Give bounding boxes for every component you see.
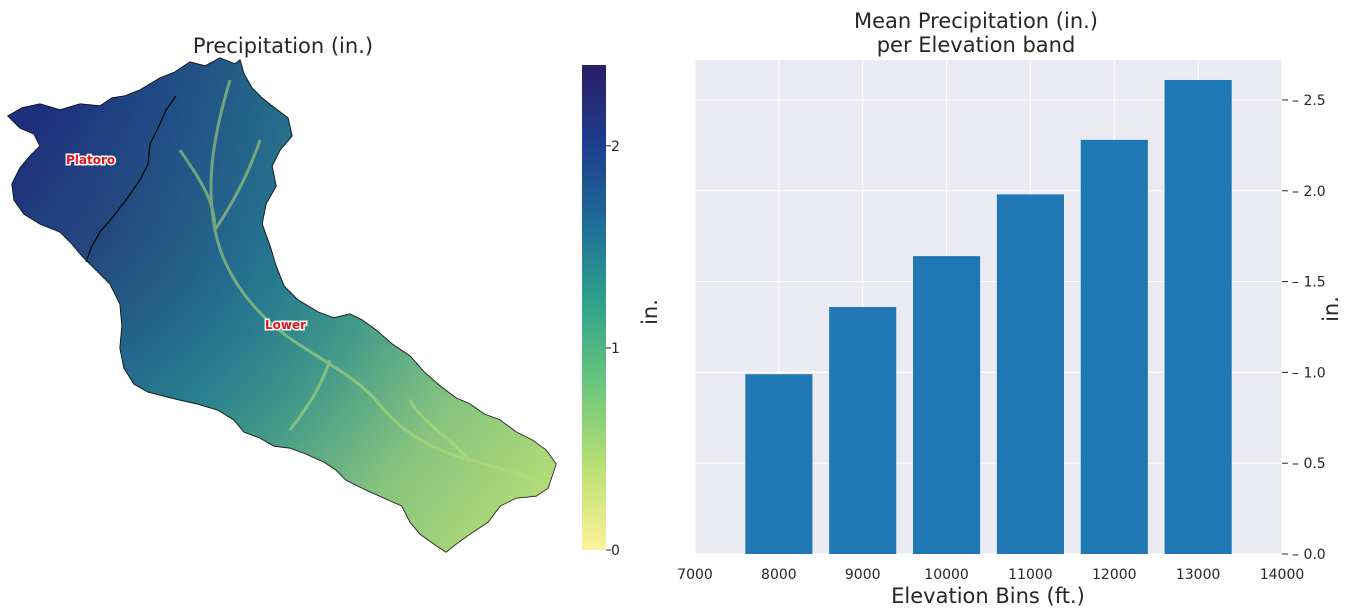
chart-title-line1: Mean Precipitation (in.) (854, 9, 1098, 33)
colorbar-ticks: 0 1 2 (606, 139, 620, 559)
map-title: Precipitation (in.) (193, 34, 373, 58)
bar-8000 (745, 374, 813, 554)
x-tick-label: 10000 (924, 567, 969, 583)
basin-label-platoro: Platoro (66, 153, 115, 167)
x-tick-labels: 7000 8000 9000 10000 11000 12000 13000 14000 (677, 567, 1304, 583)
y-tick-label: – 1.5 (1292, 275, 1326, 291)
bars (745, 79, 1232, 555)
y-tick-label: – 0.5 (1292, 456, 1326, 472)
y-tick-label: – 2.0 (1292, 184, 1326, 200)
bar-12000 (1080, 139, 1148, 555)
x-tick-label: 8000 (761, 567, 797, 583)
y-axis-label: in. (1319, 296, 1343, 322)
subbasin-boundary (85, 95, 177, 263)
y-tick-label: – 0.0 (1292, 547, 1326, 563)
x-tick-label: 14000 (1260, 567, 1305, 583)
y-tick-label: – 2.5 (1292, 93, 1326, 109)
bar-10000 (913, 256, 981, 554)
watershed-shading (8, 58, 556, 552)
bar-9000 (829, 307, 897, 554)
colorbar-tick-label: 2 (611, 139, 620, 155)
drainage-streams (178, 79, 546, 487)
bar-11000 (996, 194, 1064, 554)
x-tick-label: 9000 (845, 567, 881, 583)
basin-label-lower: Lower (265, 318, 306, 332)
x-tick-label: 13000 (1176, 567, 1221, 583)
y-tick-labels: – 0.0 – 0.5 – 1.0 – 1.5 – 2.0 – 2.5 (1282, 93, 1326, 563)
bar-13000 (1164, 79, 1232, 555)
bar-chart: Mean Precipitation (in.) per Elevation b… (677, 9, 1343, 608)
y-tick-label: – 1.0 (1292, 365, 1326, 381)
x-axis-label: Elevation Bins (ft.) (891, 584, 1085, 608)
map-panel: Precipitation (in.) Platoro Lower 0 1 2 in… (7, 34, 662, 559)
colorbar-label: in. (638, 299, 662, 325)
colorbar-tick-label: 0 (611, 543, 620, 559)
x-tick-label: 12000 (1092, 567, 1137, 583)
x-tick-label: 7000 (677, 567, 713, 583)
chart-title-line2: per Elevation band (877, 33, 1076, 57)
watershed-map: Platoro Lower (7, 57, 557, 553)
x-tick-label: 11000 (1008, 567, 1053, 583)
colorbar: 0 1 2 in. (582, 65, 662, 559)
colorbar-tick-label: 1 (611, 341, 620, 357)
colorbar-scale (582, 65, 606, 550)
